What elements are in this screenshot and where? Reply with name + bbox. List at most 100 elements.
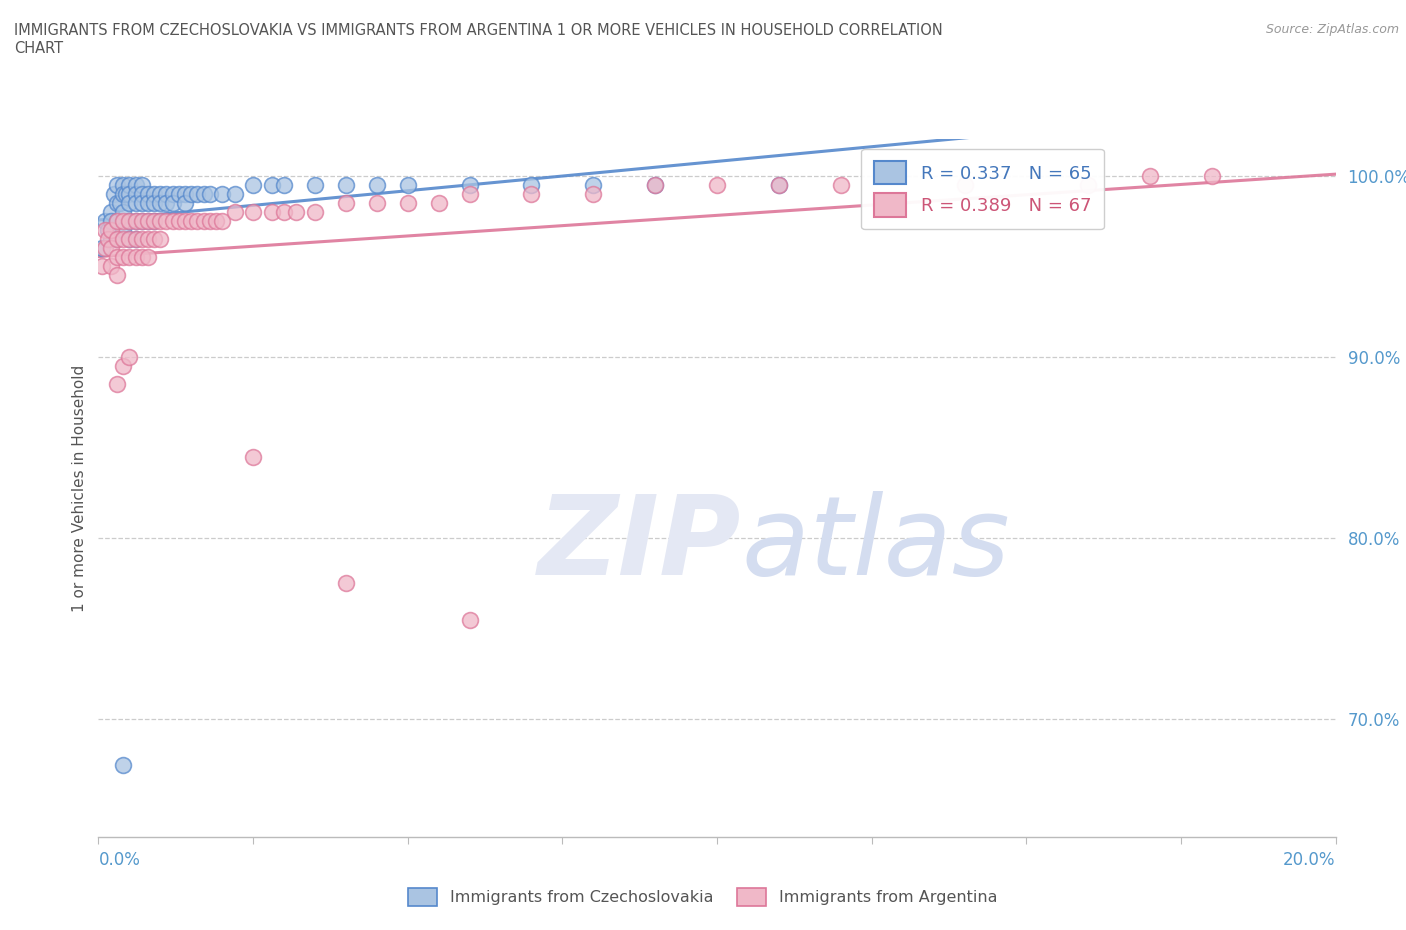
Point <box>105 232 128 246</box>
Point <box>112 178 135 193</box>
Point <box>143 186 166 201</box>
Point <box>118 250 141 265</box>
Point <box>427 195 450 210</box>
Point <box>124 195 146 210</box>
Text: IMMIGRANTS FROM CZECHOSLOVAKIA VS IMMIGRANTS FROM ARGENTINA 1 OR MORE VEHICLES I: IMMIGRANTS FROM CZECHOSLOVAKIA VS IMMIGR… <box>14 23 943 56</box>
Point <box>198 186 221 201</box>
Point <box>112 757 135 772</box>
Point <box>211 214 233 229</box>
Y-axis label: 1 or more Vehicles in Household: 1 or more Vehicles in Household <box>72 365 87 612</box>
Point <box>242 178 264 193</box>
Point <box>90 241 112 256</box>
Point <box>335 576 357 591</box>
Text: ZIP: ZIP <box>538 490 742 598</box>
Point <box>131 214 153 229</box>
Legend: Immigrants from Czechoslovakia, Immigrants from Argentina: Immigrants from Czechoslovakia, Immigran… <box>402 882 1004 912</box>
Point <box>112 214 135 229</box>
Point <box>193 214 215 229</box>
Point <box>136 186 159 201</box>
Point <box>136 232 159 246</box>
Point <box>105 377 128 392</box>
Point <box>458 186 481 201</box>
Point <box>118 214 141 229</box>
Point <box>93 241 115 256</box>
Point <box>205 214 228 229</box>
Point <box>143 232 166 246</box>
Point <box>304 205 326 219</box>
Point <box>100 205 122 219</box>
Point <box>118 186 141 201</box>
Point <box>644 178 666 193</box>
Point <box>149 214 172 229</box>
Point <box>136 195 159 210</box>
Point <box>520 186 543 201</box>
Point <box>143 214 166 229</box>
Point <box>131 186 153 201</box>
Point <box>143 195 166 210</box>
Point <box>118 232 141 246</box>
Point <box>112 186 135 201</box>
Point <box>124 186 146 201</box>
Point <box>124 178 146 193</box>
Legend: R = 0.337   N = 65, R = 0.389   N = 67: R = 0.337 N = 65, R = 0.389 N = 67 <box>860 149 1104 229</box>
Point <box>273 178 295 193</box>
Text: atlas: atlas <box>742 490 1011 598</box>
Point <box>136 214 159 229</box>
Point <box>174 214 197 229</box>
Point <box>167 214 190 229</box>
Point <box>180 214 202 229</box>
Point <box>124 250 146 265</box>
Point <box>167 186 190 201</box>
Point <box>273 205 295 219</box>
Point <box>112 359 135 374</box>
Point <box>136 250 159 265</box>
Point <box>224 186 246 201</box>
Point <box>105 214 128 229</box>
Point <box>520 178 543 193</box>
Point <box>186 186 208 201</box>
Point <box>118 214 141 229</box>
Point <box>768 178 790 193</box>
Point <box>242 205 264 219</box>
Point <box>149 232 172 246</box>
Point <box>1201 168 1223 183</box>
Point <box>105 214 128 229</box>
Point <box>105 178 128 193</box>
Point <box>335 178 357 193</box>
Point <box>115 186 138 201</box>
Point <box>112 222 135 237</box>
Point <box>174 186 197 201</box>
Point <box>131 250 153 265</box>
Point <box>224 205 246 219</box>
Point <box>1139 168 1161 183</box>
Point <box>149 195 172 210</box>
Point <box>458 178 481 193</box>
Point <box>162 214 184 229</box>
Point <box>108 195 131 210</box>
Point <box>105 268 128 283</box>
Point <box>100 214 122 229</box>
Point <box>112 205 135 219</box>
Point <box>155 214 177 229</box>
Point <box>105 232 128 246</box>
Point <box>162 186 184 201</box>
Point <box>366 178 388 193</box>
Point <box>100 222 122 237</box>
Text: 20.0%: 20.0% <box>1284 852 1336 870</box>
Point <box>644 178 666 193</box>
Point <box>1077 178 1099 193</box>
Point <box>124 214 146 229</box>
Point <box>155 195 177 210</box>
Point <box>124 214 146 229</box>
Point <box>118 232 141 246</box>
Point <box>93 222 115 237</box>
Text: Source: ZipAtlas.com: Source: ZipAtlas.com <box>1265 23 1399 36</box>
Point <box>193 186 215 201</box>
Point <box>260 178 283 193</box>
Point <box>118 350 141 365</box>
Point <box>90 259 112 273</box>
Point <box>100 232 122 246</box>
Point <box>124 232 146 246</box>
Point <box>366 195 388 210</box>
Point <box>103 186 125 201</box>
